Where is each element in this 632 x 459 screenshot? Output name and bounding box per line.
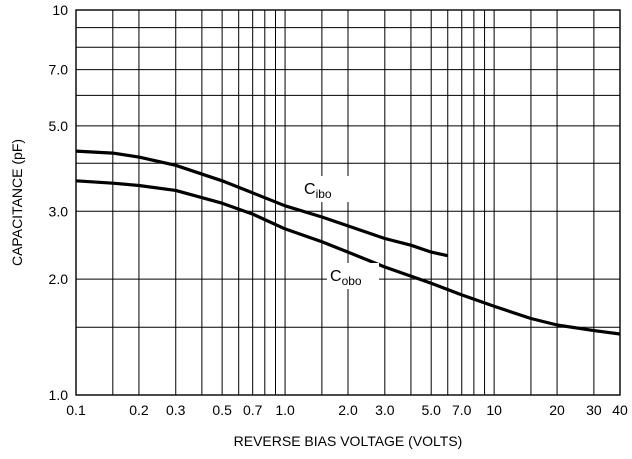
y-axis-label: CAPACITANCE (pF) (9, 139, 25, 266)
x-tick-label: 0.3 (166, 402, 186, 418)
x-tick-label: 30 (586, 402, 602, 418)
y-tick-label: 3.0 (49, 203, 69, 219)
data-curves (75, 149, 621, 336)
y-tick-labels: 1.0 2.0 3.0 5.0 7.0 10 (49, 2, 69, 403)
x-tick-label: 0.7 (243, 402, 263, 418)
series-label-cobo: Cobo (330, 268, 362, 288)
x-tick-label: 10 (486, 402, 502, 418)
x-tick-label: 0.1 (66, 402, 86, 418)
x-tick-label: 2.0 (338, 402, 358, 418)
series-label-background (327, 263, 379, 289)
x-tick-label: 1.0 (275, 402, 295, 418)
series-label-background (301, 176, 353, 202)
plot-frame (75, 9, 621, 396)
x-tick-labels: 0.1 0.2 0.3 0.5 0.7 1.0 2.0 3.0 5.0 7.0 10 20 30 40 (66, 402, 628, 418)
y-tick-label: 10 (52, 2, 68, 18)
series-cobo-line (75, 179, 621, 336)
x-tick-label: 7.0 (452, 402, 472, 418)
y-tick-label: 7.0 (49, 62, 69, 78)
curve-labels: Cibo Cobo (301, 176, 379, 289)
x-tick-label: 40 (612, 402, 628, 418)
y-tick-label: 5.0 (49, 118, 69, 134)
y-tick-label: 1.0 (49, 387, 69, 403)
x-tick-label: 0.5 (212, 402, 232, 418)
x-axis-label: REVERSE BIAS VOLTAGE (VOLTS) (234, 433, 463, 449)
series-cibo-line (75, 149, 449, 258)
x-tick-label: 20 (549, 402, 565, 418)
x-tick-label: 0.2 (129, 402, 149, 418)
x-tick-label: 5.0 (421, 402, 441, 418)
y-tick-label: 2.0 (49, 271, 69, 287)
x-tick-label: 3.0 (375, 402, 395, 418)
series-label-cibo: Cibo (304, 181, 332, 201)
grid-lines (75, 9, 621, 396)
